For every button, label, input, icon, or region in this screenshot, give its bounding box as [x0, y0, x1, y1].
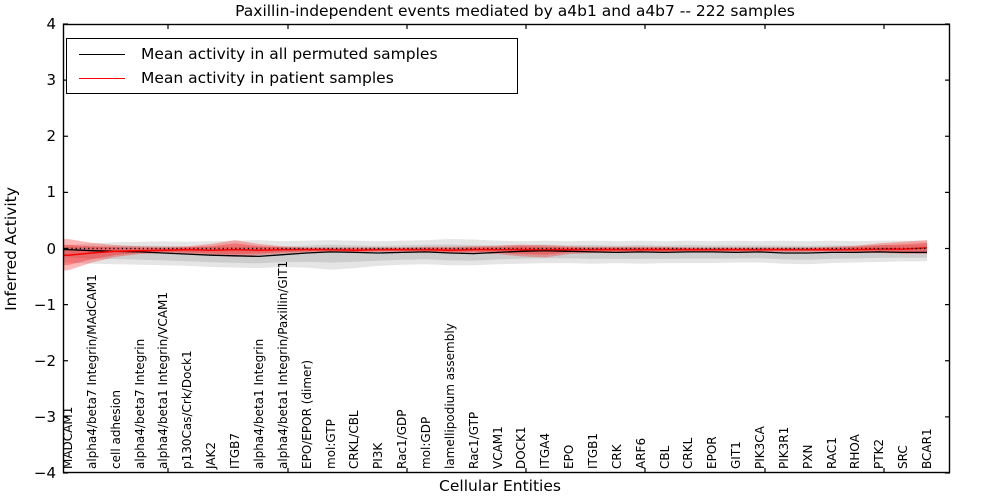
- legend-label: Mean activity in patient samples: [141, 69, 394, 87]
- x-axis-label: Cellular Entities: [439, 477, 561, 495]
- y-tick-label: 2: [46, 127, 56, 146]
- y-tick-label: −2: [33, 351, 56, 370]
- legend-label: Mean activity in all permuted samples: [141, 45, 438, 63]
- red-line-sample-icon: [79, 77, 125, 79]
- legend-item-patient: Mean activity in patient samples: [79, 69, 517, 87]
- chart-title: Paxillin-independent events mediated by …: [235, 2, 795, 20]
- y-tick-label: −3: [33, 407, 56, 426]
- y-tick-label: −1: [33, 295, 56, 314]
- y-tick-label: 0: [46, 239, 56, 258]
- y-tick-label: 1: [46, 183, 56, 202]
- y-tick-label: 4: [46, 15, 56, 33]
- black-line-sample-icon: [79, 53, 125, 55]
- y-tick-label: 3: [46, 71, 56, 90]
- legend-item-permuted: Mean activity in all permuted samples: [79, 45, 517, 63]
- y-tick-label: −4: [33, 464, 56, 482]
- legend: Mean activity in all permuted samples Me…: [66, 38, 518, 94]
